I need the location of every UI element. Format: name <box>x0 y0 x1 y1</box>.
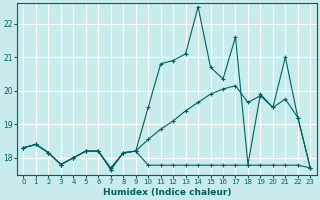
X-axis label: Humidex (Indice chaleur): Humidex (Indice chaleur) <box>103 188 231 197</box>
